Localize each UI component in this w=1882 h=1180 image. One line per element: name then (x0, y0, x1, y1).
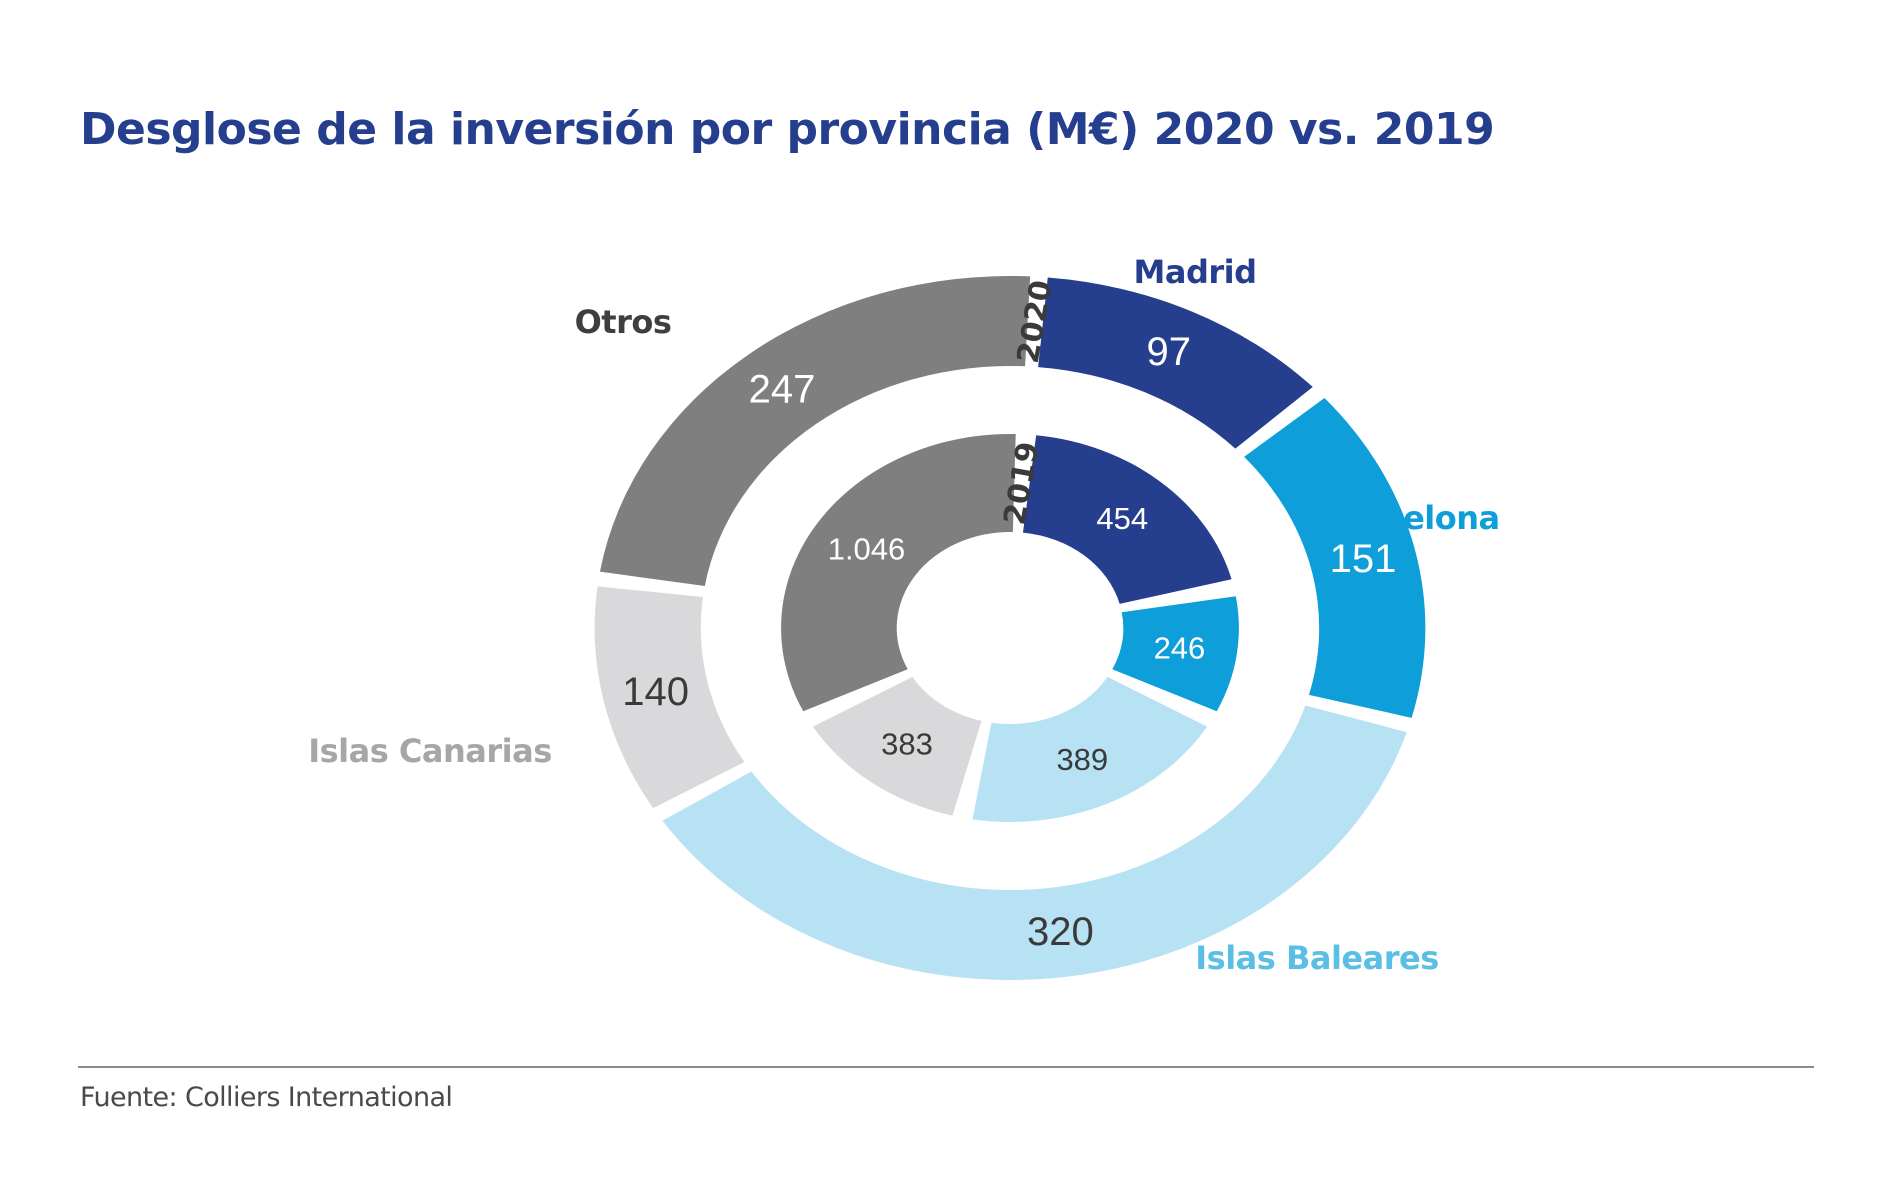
category-label-barcelona: Barcelona (1324, 499, 1499, 537)
segment-2019-barcelona (1112, 596, 1239, 712)
value-label-2019-islas-baleares: 389 (1056, 742, 1108, 777)
value-label-2020-otros: 247 (749, 367, 816, 411)
footer-divider (78, 1066, 1814, 1068)
segment-2019-islas-baleares (972, 676, 1208, 822)
value-label-2020-barcelona: 151 (1330, 537, 1397, 581)
segment-2020-otros (599, 275, 1031, 587)
value-label-2020-madrid: 97 (1147, 330, 1192, 374)
value-label-2019-barcelona: 246 (1154, 631, 1206, 666)
value-label-2019-islas-canarias: 383 (881, 726, 933, 761)
value-label-2020-islas-baleares: 320 (1027, 910, 1094, 954)
segment-2019-madrid (1022, 435, 1232, 604)
category-label-islas-canarias: Islas Canarias (308, 732, 552, 770)
segment-2019-otros (781, 434, 1016, 712)
segment-2020-islas-baleares (662, 705, 1407, 981)
segment-2020-barcelona (1244, 398, 1426, 718)
category-label-madrid: Madrid (1134, 253, 1257, 291)
value-label-2019-otros: 1.046 (828, 532, 906, 567)
category-label-otros: Otros (575, 303, 672, 341)
segment-2020-madrid (1038, 277, 1313, 449)
segment-2020-islas-canarias (594, 586, 745, 809)
chart-title: Desglose de la inversión por provincia (… (80, 104, 1495, 155)
segment-2019-islas-canarias (812, 676, 982, 816)
value-label-2020-islas-canarias: 140 (622, 670, 689, 714)
source-note: Fuente: Colliers International (80, 1082, 453, 1113)
value-label-2019-madrid: 454 (1096, 501, 1148, 536)
category-label-islas-baleares: Islas Baleares (1195, 939, 1438, 977)
